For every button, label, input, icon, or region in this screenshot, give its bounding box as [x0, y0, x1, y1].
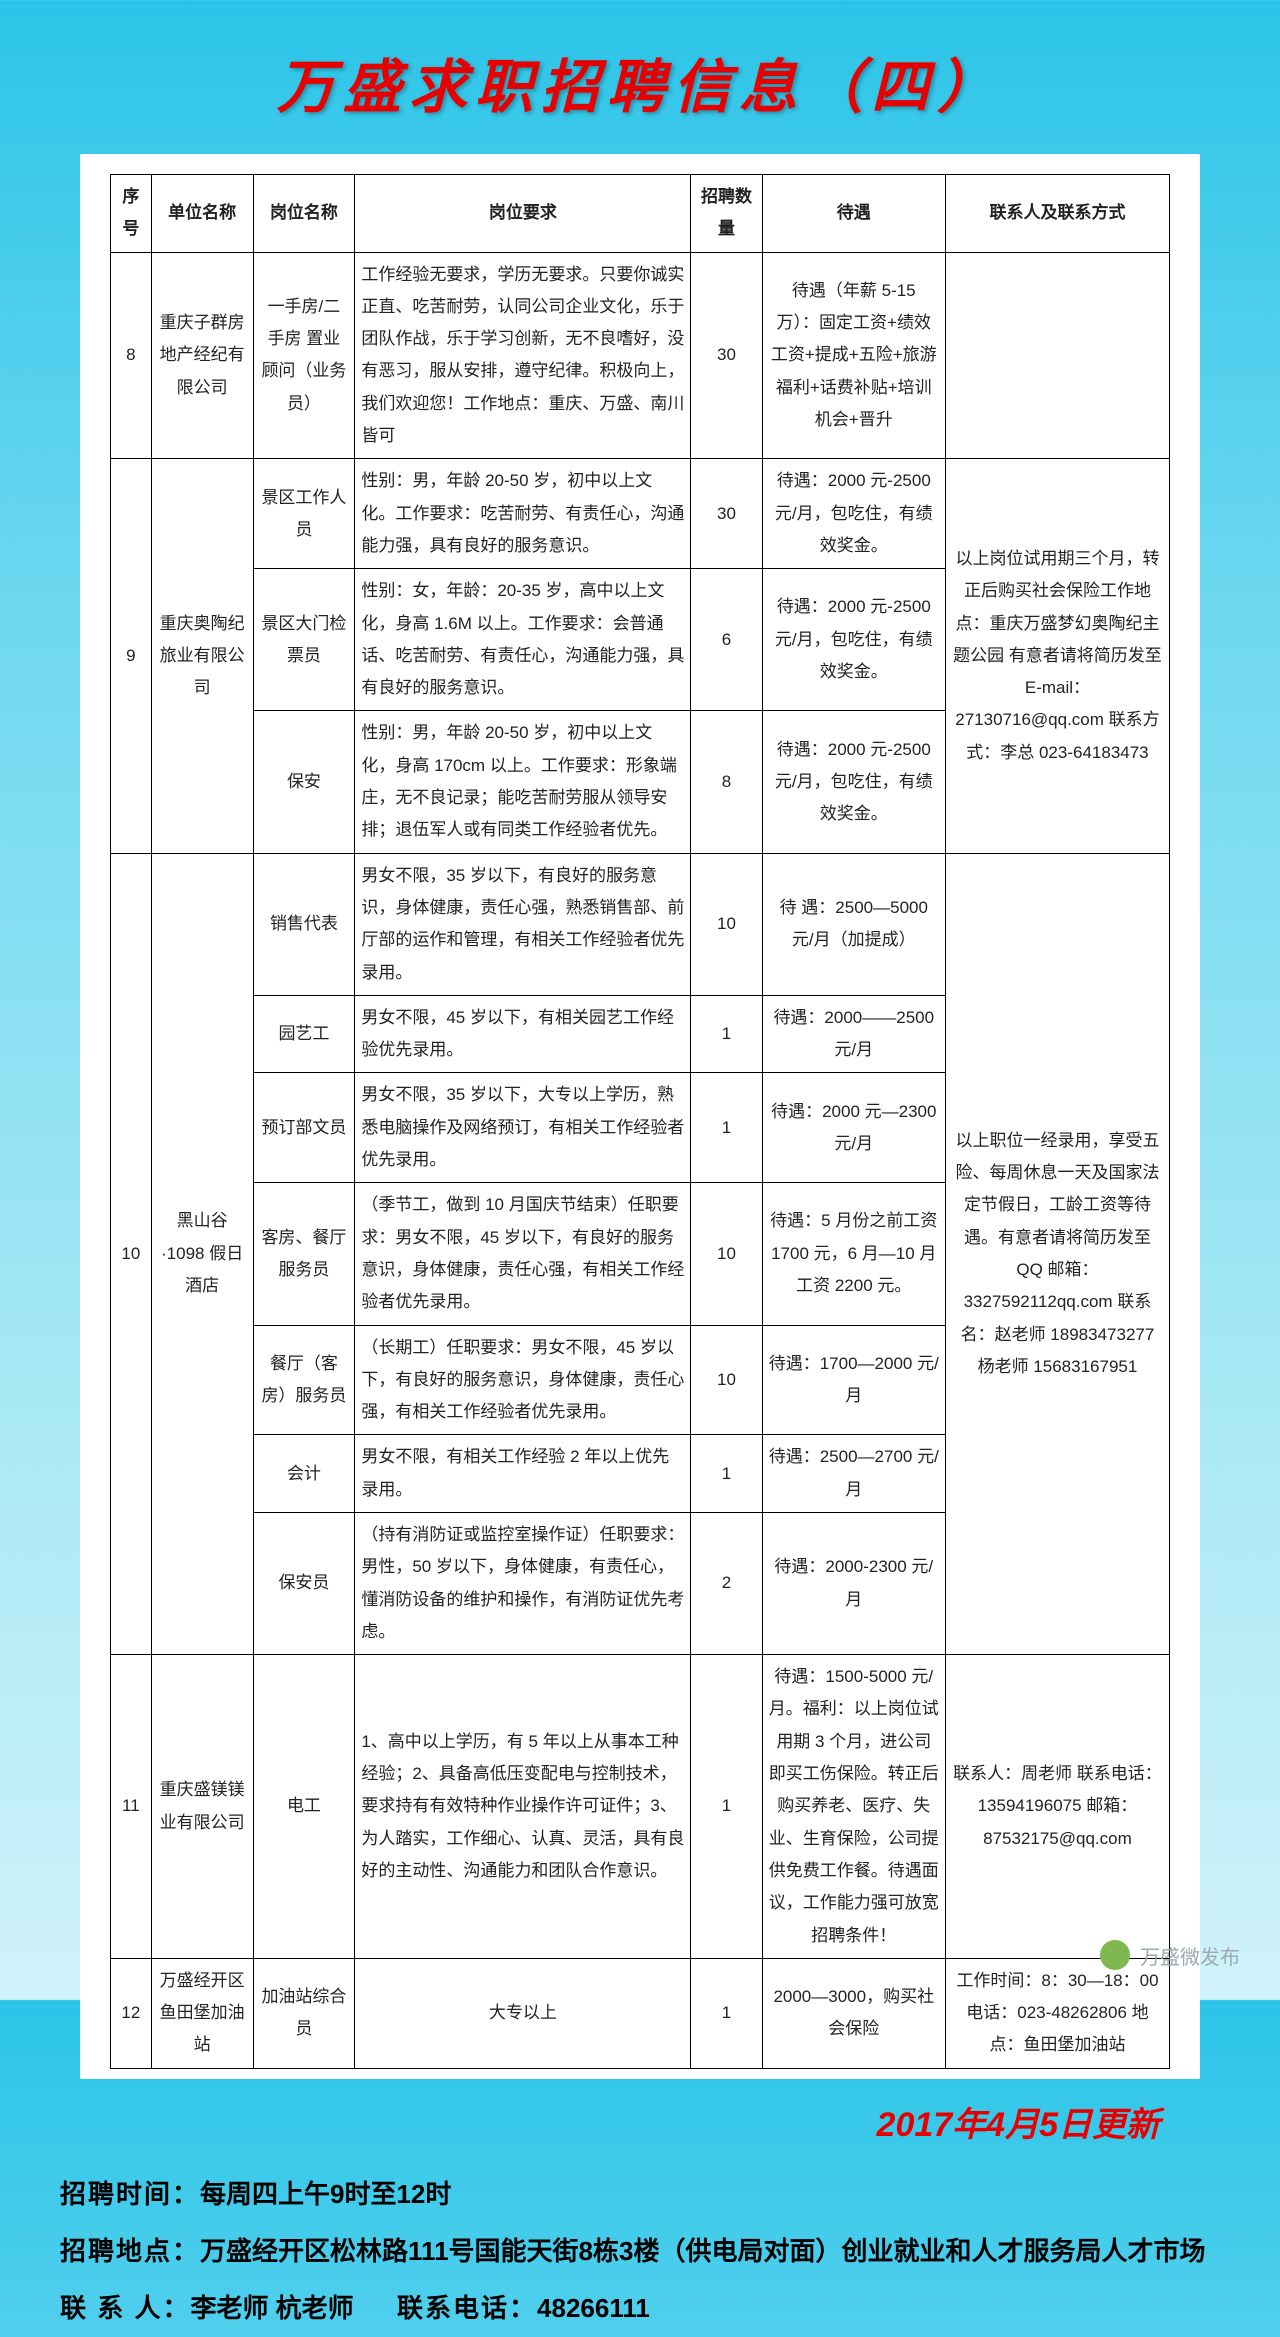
cell-count: 1 [691, 1958, 762, 2068]
cell-company: 重庆奥陶纪旅业有限公司 [151, 459, 253, 853]
update-date: 2017年4月5日更新 [0, 2079, 1280, 2146]
cell-position: 预订部文员 [253, 1073, 355, 1183]
cell-requirement: （长期工）任职要求：男女不限，45 岁以下，有良好的服务意识，身体健康，责任心强… [355, 1325, 691, 1435]
cell-requirement: 工作经验无要求，学历无要求。只要你诚实正直、吃苦耐劳，认同公司企业文化，乐于团队… [355, 252, 691, 459]
cell-pay: 待遇：2000 元-2500 元/月，包吃住，有绩效奖金。 [762, 459, 945, 569]
cell-pay: 待遇：2500—2700 元/月 [762, 1435, 945, 1513]
cell-pay: 待遇：2000 元-2500 元/月，包吃住，有绩效奖金。 [762, 569, 945, 711]
source-text: 万盛微发布 [1140, 1941, 1240, 1970]
phone-value: 48266111 [537, 2293, 650, 2323]
cell-pay: 待遇：1500-5000 元/月。福利：以上岗位试用期 3 个月，进公司即买工伤… [762, 1655, 945, 1959]
cell-position: 保安员 [253, 1512, 355, 1654]
cell-company: 重庆子群房地产经纪有限公司 [151, 252, 253, 459]
th-count: 招聘数量 [691, 175, 762, 253]
cell-requirement: 性别：女，年龄：20-35 岁，高中以上文化，身高 1.6M 以上。工作要求：会… [355, 569, 691, 711]
person-label: 联 系 人： [60, 2293, 190, 2323]
cell-position: 加油站综合员 [253, 1958, 355, 2068]
cell-count: 30 [691, 459, 762, 569]
th-seq: 序号 [111, 175, 152, 253]
cell-position: 餐厅（客房）服务员 [253, 1325, 355, 1435]
th-pay: 待遇 [762, 175, 945, 253]
cell-position: 景区大门检票员 [253, 569, 355, 711]
cell-pay: 待遇：2000——2500 元/月 [762, 995, 945, 1073]
cell-contact: 联系人：周老师 联系电话：13594196075 邮箱：87532175@qq.… [945, 1655, 1169, 1959]
cell-requirement: （持有消防证或监控室操作证）任职要求：男性，50 岁以下，身体健康，有责任心，懂… [355, 1512, 691, 1654]
cell-contact [945, 252, 1169, 459]
addr-label: 招聘地点： [60, 2236, 200, 2266]
job-table-container: 序号 单位名称 岗位名称 岗位要求 招聘数量 待遇 联系人及联系方式 8 重庆子… [80, 154, 1200, 2079]
time-value: 每周四上午9时至12时 [200, 2179, 451, 2209]
cell-seq: 12 [111, 1958, 152, 2068]
table-row: 10 黑山谷·1098 假日酒店 销售代表 男女不限，35 岁以下，有良好的服务… [111, 853, 1170, 995]
cell-requirement: 性别：男，年龄 20-50 岁，初中以上文化。工作要求：吃苦耐劳、有责任心，沟通… [355, 459, 691, 569]
cell-count: 2 [691, 1512, 762, 1654]
th-contact: 联系人及联系方式 [945, 175, 1169, 253]
cell-position: 保安 [253, 711, 355, 853]
cell-contact: 以上职位一经录用，享受五险、每周休息一天及国家法定节假日，工龄工资等待遇。有意者… [945, 853, 1169, 1655]
cell-count: 8 [691, 711, 762, 853]
cell-requirement: 男女不限，45 岁以下，有相关园艺工作经验优先录用。 [355, 995, 691, 1073]
cell-count: 10 [691, 1183, 762, 1325]
cell-position: 一手房/二手房 置业顾问（业务员） [253, 252, 355, 459]
cell-count: 10 [691, 853, 762, 995]
cell-count: 30 [691, 252, 762, 459]
time-label: 招聘时间： [60, 2179, 200, 2209]
cell-position: 景区工作人员 [253, 459, 355, 569]
th-requirement: 岗位要求 [355, 175, 691, 253]
cell-requirement: 男女不限，35 岁以下，有良好的服务意识，身体健康，责任心强，熟悉销售部、前厅部… [355, 853, 691, 995]
wechat-icon [1100, 1940, 1130, 1970]
cell-position: 会计 [253, 1435, 355, 1513]
addr-value: 万盛经开区松林路111号国能天街8栋3楼（供电局对面）创业就业和人才服务局人才市… [200, 2236, 1205, 2266]
job-table: 序号 单位名称 岗位名称 岗位要求 招聘数量 待遇 联系人及联系方式 8 重庆子… [110, 174, 1170, 2069]
table-header-row: 序号 单位名称 岗位名称 岗位要求 招聘数量 待遇 联系人及联系方式 [111, 175, 1170, 253]
cell-count: 6 [691, 569, 762, 711]
cell-count: 1 [691, 1073, 762, 1183]
cell-count: 1 [691, 1655, 762, 1959]
cell-contact: 工作时间：8：30—18：00 电话：023-48262806 地点：鱼田堡加油… [945, 1958, 1169, 2068]
cell-contact: 以上岗位试用期三个月，转正后购买社会保险工作地点：重庆万盛梦幻奥陶纪主题公园 有… [945, 459, 1169, 853]
cell-position: 销售代表 [253, 853, 355, 995]
cell-pay: 2000—3000，购买社会保险 [762, 1958, 945, 2068]
person-value: 李老师 杭老师 [190, 2293, 353, 2323]
cell-requirement: 男女不限，35 岁以下，大专以上学历，熟悉电脑操作及网络预订，有相关工作经验者优… [355, 1073, 691, 1183]
table-row: 8 重庆子群房地产经纪有限公司 一手房/二手房 置业顾问（业务员） 工作经验无要… [111, 252, 1170, 459]
th-company: 单位名称 [151, 175, 253, 253]
cell-seq: 10 [111, 853, 152, 1655]
cell-seq: 11 [111, 1655, 152, 1959]
cell-pay: 待遇：5 月份之前工资 1700 元，6 月—10 月工资 2200 元。 [762, 1183, 945, 1325]
cell-position: 园艺工 [253, 995, 355, 1073]
cell-pay: 待遇：2000-2300 元/月 [762, 1512, 945, 1654]
cell-seq: 8 [111, 252, 152, 459]
cell-pay: 待遇（年薪 5-15 万）：固定工资+绩效工资+提成+五险+旅游福利+话费补贴+… [762, 252, 945, 459]
cell-company: 万盛经开区鱼田堡加油站 [151, 1958, 253, 2068]
table-row: 9 重庆奥陶纪旅业有限公司 景区工作人员 性别：男，年龄 20-50 岁，初中以… [111, 459, 1170, 569]
cell-requirement: 性别：男，年龄 20-50 岁，初中以上文化，身高 170cm 以上。工作要求：… [355, 711, 691, 853]
cell-seq: 9 [111, 459, 152, 853]
table-row: 12 万盛经开区鱼田堡加油站 加油站综合员 大专以上 1 2000—3000，购… [111, 1958, 1170, 2068]
footer-info: 招聘时间：每周四上午9时至12时 招聘地点：万盛经开区松林路111号国能天街8栋… [0, 2146, 1280, 2337]
cell-position: 客房、餐厅服务员 [253, 1183, 355, 1325]
cell-company: 重庆盛镁镁业有限公司 [151, 1655, 253, 1959]
phone-label: 联系电话： [397, 2293, 537, 2323]
cell-position: 电工 [253, 1655, 355, 1959]
page-title: 万盛求职招聘信息（四） [0, 0, 1280, 154]
source-watermark: 万盛微发布 [1100, 1940, 1240, 1970]
cell-pay: 待遇：2000 元—2300 元/月 [762, 1073, 945, 1183]
table-row: 11 重庆盛镁镁业有限公司 电工 1、高中以上学历，有 5 年以上从事本工种经验… [111, 1655, 1170, 1959]
cell-company: 黑山谷·1098 假日酒店 [151, 853, 253, 1655]
cell-pay: 待遇：2000 元-2500 元/月，包吃住，有绩效奖金。 [762, 711, 945, 853]
cell-count: 1 [691, 995, 762, 1073]
cell-count: 1 [691, 1435, 762, 1513]
cell-requirement: 男女不限，有相关工作经验 2 年以上优先录用。 [355, 1435, 691, 1513]
cell-pay: 待遇：1700—2000 元/月 [762, 1325, 945, 1435]
cell-count: 10 [691, 1325, 762, 1435]
th-position: 岗位名称 [253, 175, 355, 253]
cell-pay: 待 遇：2500—5000 元/月（加提成） [762, 853, 945, 995]
cell-requirement: 大专以上 [355, 1958, 691, 2068]
cell-requirement: 1、高中以上学历，有 5 年以上从事本工种经验；2、具备高低压变配电与控制技术，… [355, 1655, 691, 1959]
cell-requirement: （季节工，做到 10 月国庆节结束）任职要求：男女不限，45 岁以下，有良好的服… [355, 1183, 691, 1325]
